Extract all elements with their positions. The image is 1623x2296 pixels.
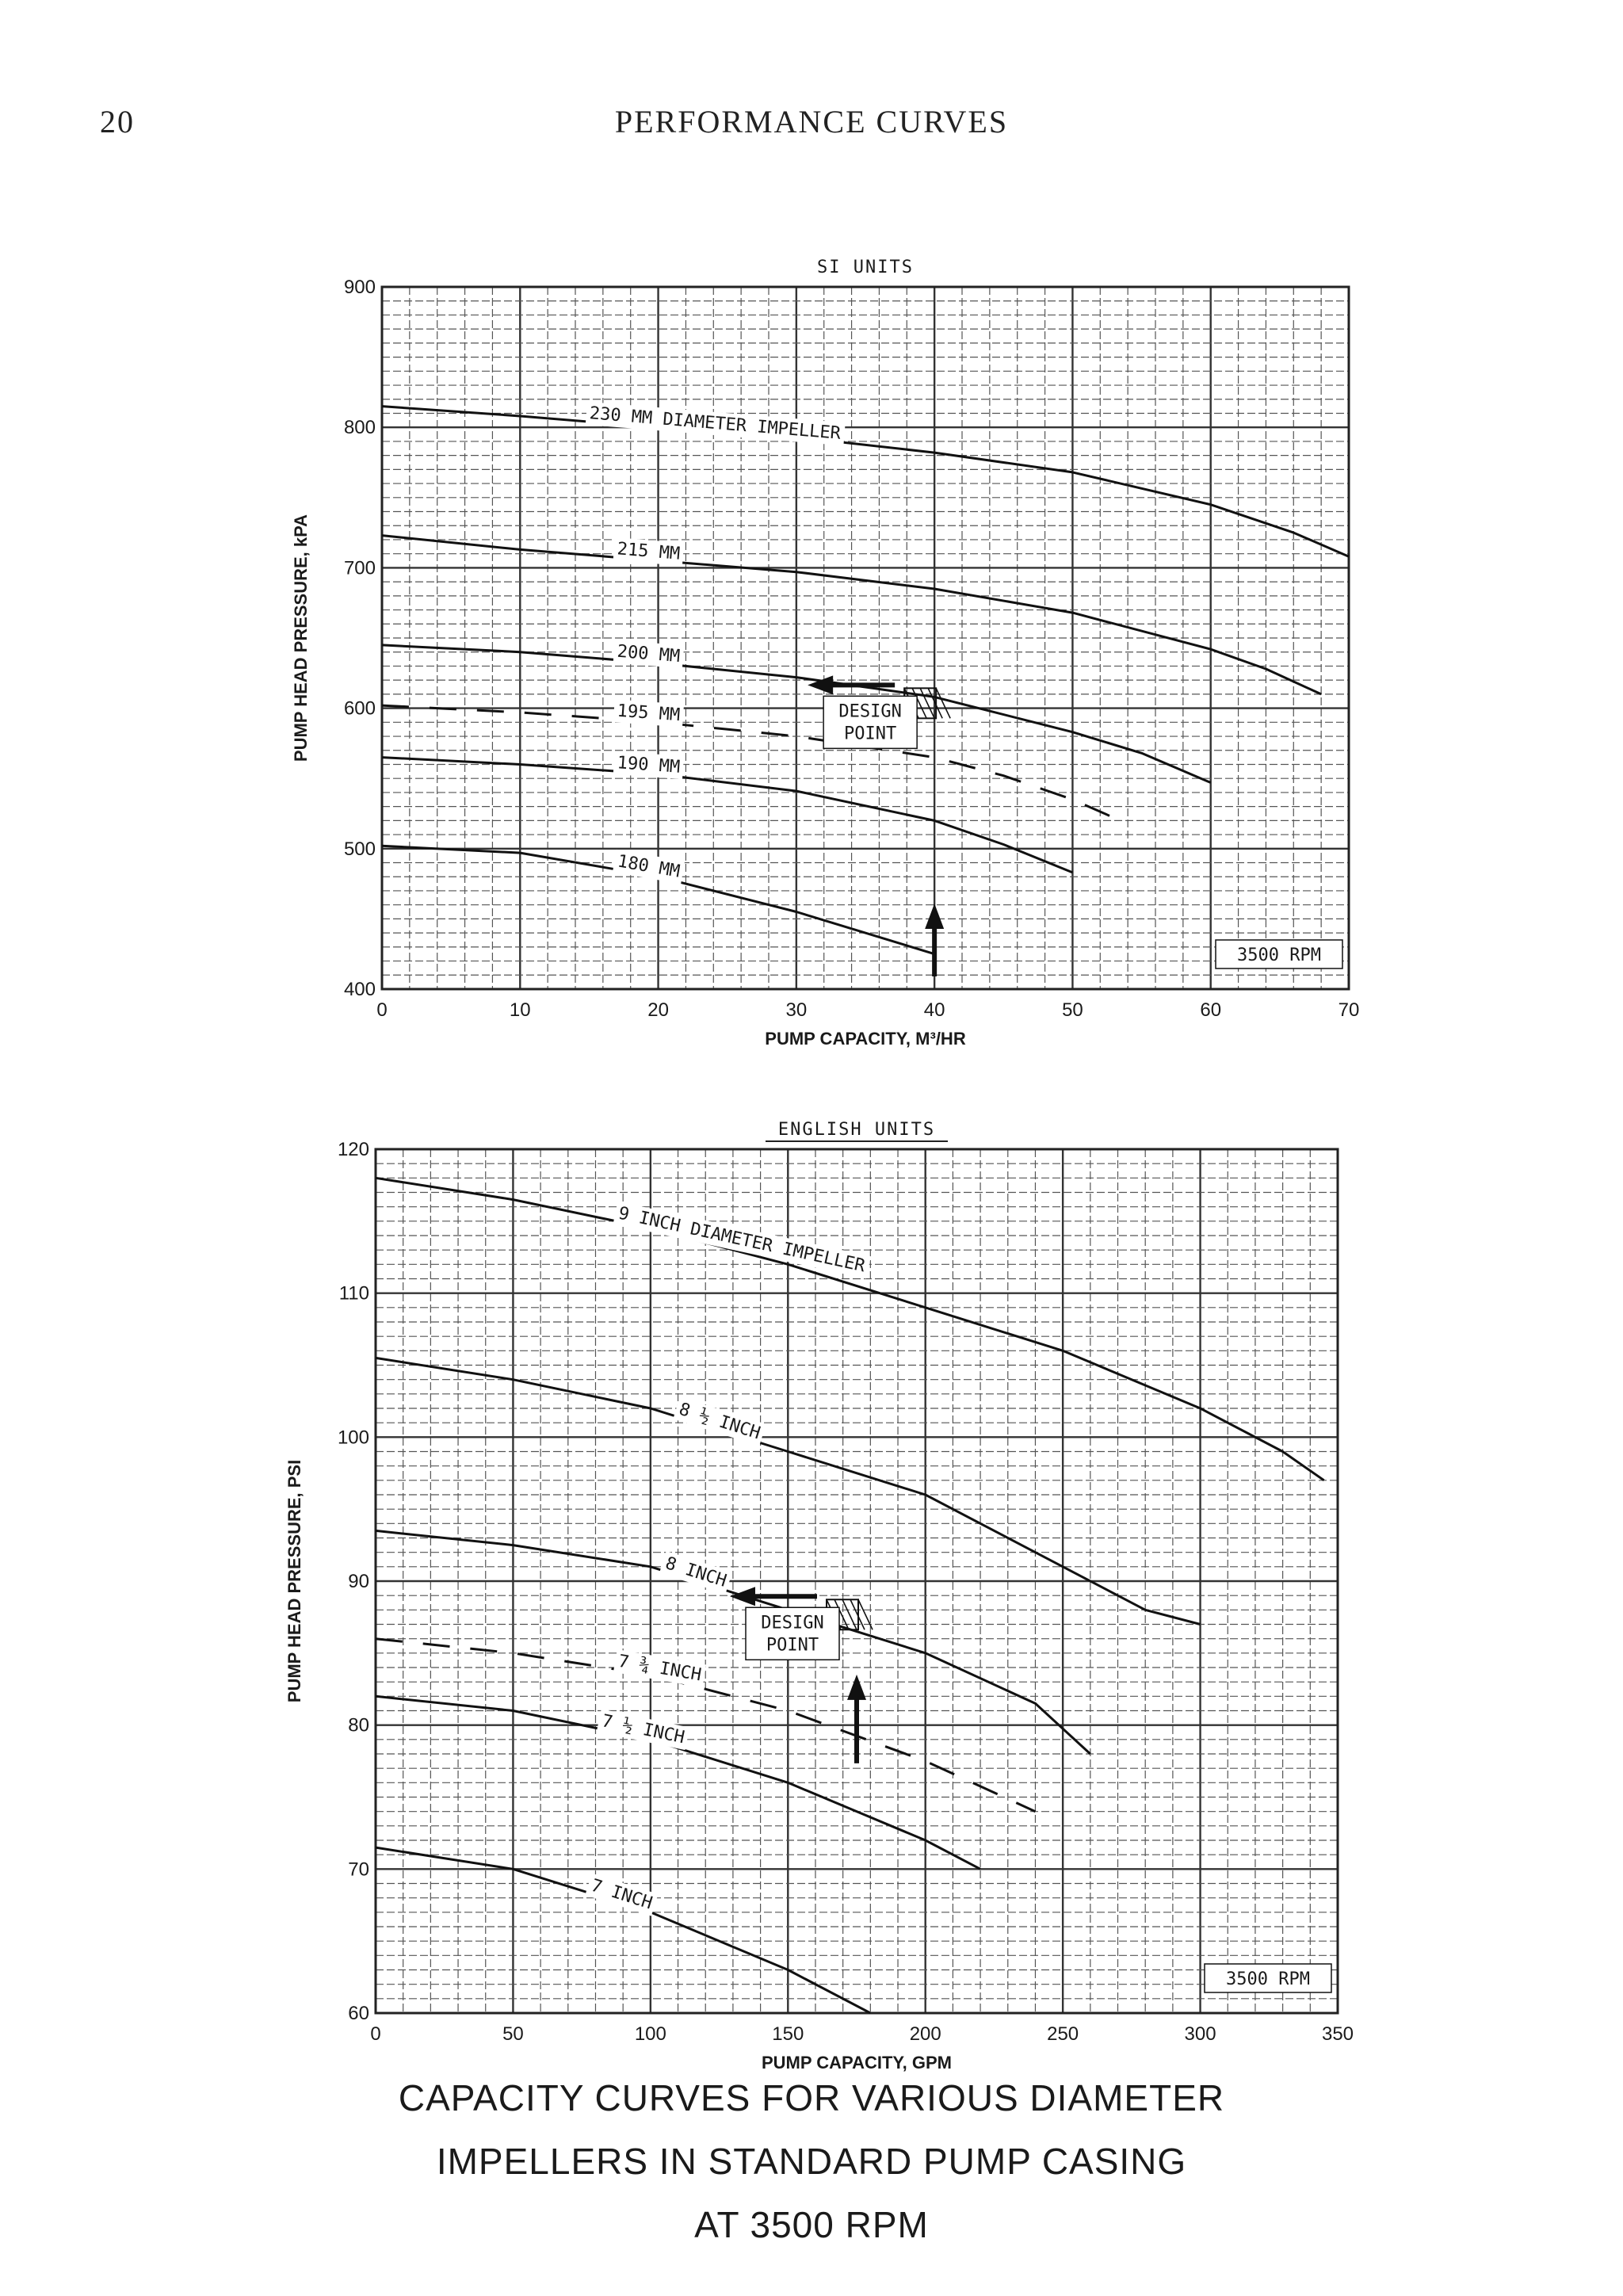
en-x-tick-label: 300 (1185, 2023, 1216, 2045)
si-rpm-label: 3500 RPM (1237, 946, 1321, 965)
si-design-hatch-line (911, 687, 927, 719)
si-curve-230-mm-diameter-impeller (381, 405, 1350, 558)
si-design-point: DESIGN POINT (808, 675, 951, 976)
en-y-axis-label: PUMP HEAD PRESSURE, PSI (285, 1460, 304, 1702)
si-curve-190-mm-label-bg (613, 751, 685, 780)
si-design-label-box (823, 695, 918, 750)
page-number: 20 (100, 104, 135, 139)
en-curve-8-inch-label-bg (659, 1551, 733, 1594)
en-y-tick-label: 120 (338, 1139, 369, 1160)
en-grid (374, 1148, 1339, 2015)
en-curve-7-inch-label-bg (596, 1709, 690, 1751)
si-curve-215-mm (381, 534, 1322, 696)
en-curve-8-inch (375, 1356, 1201, 1626)
si-y-tick-label: 400 (344, 979, 376, 1000)
si-x-tick-label: 30 (786, 999, 808, 1021)
en-y-tick-label: 60 (348, 2003, 369, 2024)
si-grid (380, 285, 1350, 991)
en-curve-7-inch-label: 7 ½ INCH (600, 1711, 686, 1748)
caption-line-1: CAPACITY CURVES FOR VARIOUS DIAMETER (398, 2077, 1225, 2118)
si-design-label-line: DESIGN (838, 701, 901, 721)
si-curve-200-mm-label-bg (613, 640, 685, 669)
en-curve-9-inch-diameter-impeller-label: 9 INCH DIAMETER IMPELLER (617, 1204, 868, 1277)
en-design-hatch-line (834, 1599, 850, 1630)
en-x-tick-label: 200 (910, 2023, 941, 2045)
en-design-label-line: POINT (766, 1635, 819, 1655)
en-design-hatch-line (857, 1599, 873, 1630)
si-y-axis-label: PUMP HEAD PRESSURE, kPA (291, 514, 311, 762)
caption-line-2: IMPELLERS IN STANDARD PUMP CASING (436, 2141, 1187, 2182)
si-design-hatch-line (927, 687, 943, 719)
si-curve-195-mm-label: 195 MM (617, 701, 681, 726)
en-curve-7-inch-label-bg (585, 1873, 659, 1916)
si-curve-180-mm-label-bg (612, 849, 685, 884)
en-design-label-line: DESIGN (761, 1613, 823, 1633)
si-x-tick-label: 70 (1338, 999, 1360, 1021)
si-x-tick-label: 50 (1062, 999, 1083, 1021)
si-curve-190-mm-label: 190 MM (617, 753, 681, 777)
en-plot-frame (374, 1148, 1339, 2015)
si-y-tick-label: 500 (344, 839, 376, 860)
si-curve-215-mm-label-bg (613, 537, 685, 567)
en-chart-title: ENGLISH UNITS (778, 1120, 935, 1140)
si-x-axis-label: PUMP CAPACITY, M³/HR (765, 1029, 966, 1049)
si-y-tick-label: 800 (344, 417, 376, 438)
si-x-tick-label: 20 (647, 999, 669, 1021)
english-units-chart: ENGLISH UNITS 0 50 100 150 200 250 300 350 60 70 80… (285, 1120, 1354, 2073)
si-curve-230-mm-diameter-impeller-label: 230 MM DIAMETER IMPELLER (589, 403, 842, 444)
si-y-tick-label: 600 (344, 698, 376, 720)
en-x-axis-label: PUMP CAPACITY, GPM (762, 2053, 952, 2073)
si-y-tick-label: 900 (344, 277, 376, 298)
en-y-tick-label: 90 (348, 1571, 369, 1592)
si-curve-230-mm-diameter-impeller-label-bg (585, 401, 846, 446)
page-title: PERFORMANCE CURVES (614, 104, 1009, 139)
si-design-hatch-line (919, 687, 935, 719)
en-design-hatch-line (842, 1599, 857, 1630)
en-rpm-label: 3500 RPM (1226, 1969, 1310, 1989)
en-curve-9-inch-diameter-impeller (375, 1176, 1325, 1482)
en-y-tick-label: 100 (338, 1427, 369, 1448)
en-x-tick-label: 50 (502, 2023, 524, 2045)
en-design-label-box (745, 1606, 840, 1660)
si-curve-195-mm-label-bg (613, 699, 685, 728)
en-design-hatch-line (850, 1599, 865, 1630)
si-plot-frame (380, 285, 1350, 991)
si-x-tick-label: 40 (924, 999, 945, 1021)
en-x-tick-label: 0 (370, 2023, 380, 2045)
si-y-tick-label: 700 (344, 557, 376, 579)
en-design-up-arrow-head (847, 1674, 866, 1700)
en-y-tick-label: 80 (348, 1715, 369, 1736)
en-design-left-arrow-head (730, 1587, 755, 1606)
en-curve-7-inch-label: 7 ¾ INCH (617, 1652, 703, 1686)
si-design-hatch-line (935, 687, 951, 719)
si-x-tick-label: 0 (376, 999, 387, 1021)
si-design-up-arrow-head (925, 904, 945, 929)
en-y-tick-label: 70 (348, 1859, 369, 1880)
caption-line-3: AT 3500 RPM (694, 2204, 929, 2245)
si-curve-190-mm (381, 756, 1073, 874)
si-design-left-arrow-head (808, 675, 834, 695)
en-x-tick-label: 150 (772, 2023, 804, 2045)
en-curve-7-inch-label-bg (613, 1649, 707, 1688)
en-curve-7-inch (375, 1637, 1037, 1813)
si-x-tick-label: 10 (510, 999, 531, 1021)
en-y-tick-label: 110 (339, 1283, 369, 1305)
en-curve-9-inch-diameter-impeller-label-bg (613, 1201, 871, 1279)
en-x-tick-label: 100 (635, 2023, 666, 2045)
si-x-tick-label: 60 (1200, 999, 1221, 1021)
si-chart-title: SI UNITS (817, 258, 914, 277)
en-curve-7-inch (375, 1694, 981, 1870)
en-curve-8-inch-label-bg (673, 1396, 766, 1446)
si-design-label-line: POINT (844, 724, 896, 743)
si-rpm-label-box (1215, 939, 1343, 969)
en-x-tick-label: 250 (1047, 2023, 1079, 2045)
en-rpm-label-box (1204, 1963, 1332, 1993)
en-x-tick-label: 350 (1322, 2023, 1354, 2045)
en-curve-7-inch-label: 7 INCH (589, 1876, 655, 1914)
si-units-chart: SI UNITS 0 10 20 30 40 50 60 70 400 500 600 700 800 90… (291, 258, 1360, 1049)
en-curve-8-inch-label: 8 INCH (663, 1553, 728, 1591)
